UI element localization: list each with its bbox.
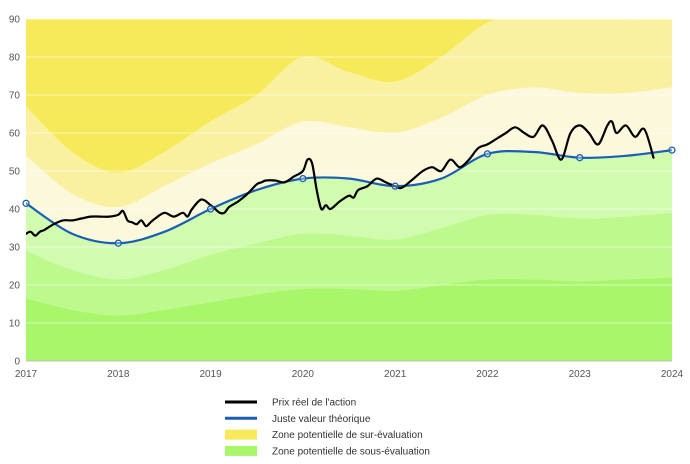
fair-value-marker [299,174,307,183]
x-tick-label: 2023 [569,369,592,380]
band-2 [26,19,672,208]
y-tick-label: 70 [9,91,21,102]
gridlines [26,18,672,324]
x-tick-label: 2019 [199,369,222,380]
y-tick-label: 80 [9,53,21,64]
x-tick-label: 2024 [661,369,684,380]
fair-value-marker [391,182,399,190]
x-tick-label: 2021 [384,369,407,380]
fair_value-line [26,149,672,245]
band-5 [26,212,672,316]
fair-value-marker [114,239,122,247]
fair-value-markers [22,146,676,247]
series-lines [26,120,672,245]
legend: Prix réel de l'action Juste valeur théori… [225,398,430,457]
x-tick-label: 2022 [476,369,499,380]
legend-swatch [225,445,257,456]
legend-label: Zone potentielle de sur-évaluation [272,430,423,441]
x-tick-label: 2018 [107,369,130,380]
y-tick-label: 90 [9,15,21,26]
fair-value-marker [483,150,492,158]
y-tick-label: 40 [9,205,21,216]
legend-swatch [225,429,257,440]
x-tick-label: 2017 [15,369,38,380]
legend-label: Juste valeur théorique [272,414,371,425]
y-tick-label: 0 [14,357,20,368]
legend-label: Prix réel de l'action [272,398,356,409]
fair-value-marker [576,154,584,162]
y-tick-label: 30 [9,243,21,254]
fair-value-marker [206,205,215,213]
legend-label: Zone potentielle de sous-évaluation [272,446,430,457]
price-line [26,120,655,237]
axes: 0 10 20 30 40 50 60 70 80 90 2017 2018 2019 2020 2021 2… [9,15,684,381]
band-3 [26,87,672,244]
valuation-bands [26,19,672,361]
y-tick-label: 10 [9,319,21,330]
x-tick-label: 2020 [292,369,315,380]
y-tick-label: 60 [9,129,21,140]
fair-value-marker [22,199,30,207]
fair-value-marker [668,146,676,154]
y-tick-label: 50 [9,167,21,178]
band-6 [26,277,672,361]
y-tick-label: 20 [9,281,21,292]
